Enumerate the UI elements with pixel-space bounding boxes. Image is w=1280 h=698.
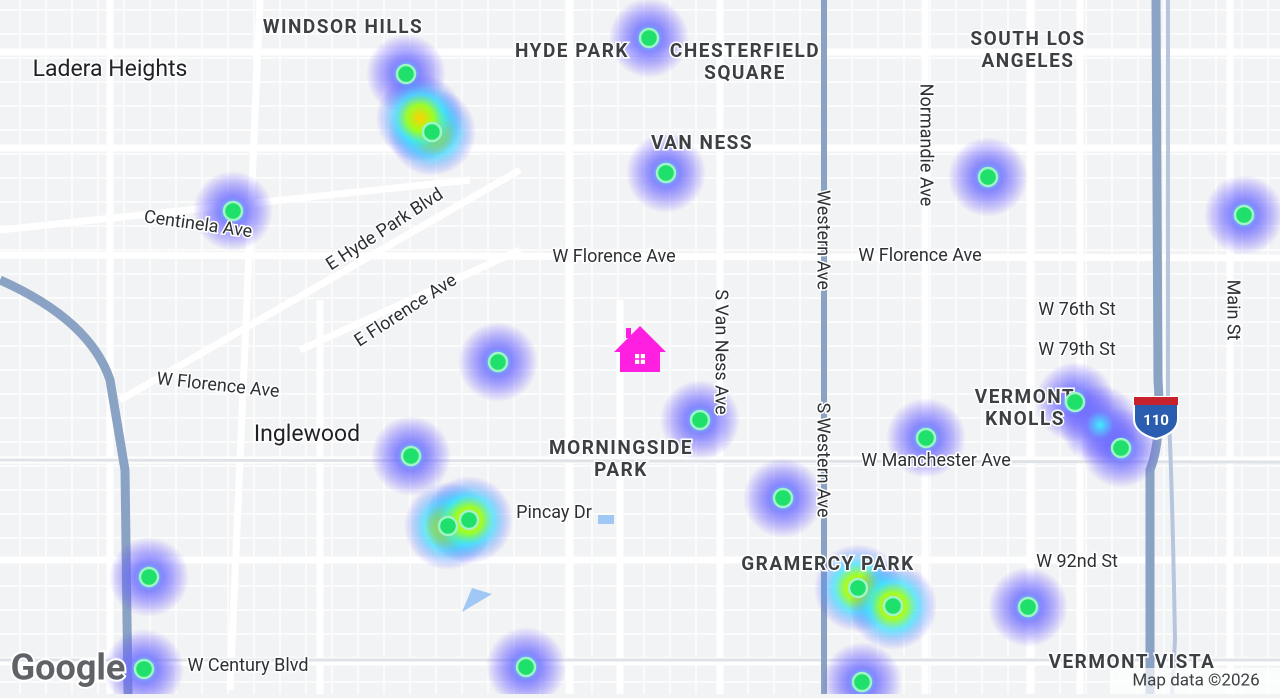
street-label: S Western Ave (812, 402, 833, 517)
place-label: KNOLLS (985, 407, 1065, 430)
attribution: Map data ©2026 (1132, 670, 1259, 690)
heat-blob (376, 74, 464, 162)
street-label: W 92nd St (1036, 551, 1118, 572)
location-marker (1110, 437, 1132, 459)
place-label: WINDSOR HILLS (263, 15, 423, 38)
location-marker (421, 121, 443, 143)
place-label: ANGELES (982, 49, 1075, 72)
place-label: Ladera Heights (33, 55, 188, 82)
home-icon[interactable] (614, 326, 666, 372)
location-marker (222, 200, 244, 222)
place-label: VAN NESS (651, 131, 753, 154)
place-label: CHESTERFIELD (670, 39, 820, 62)
street-label: W Florence Ave (552, 246, 675, 267)
place-label: SOUTH LOS (970, 27, 1085, 50)
location-marker (1017, 596, 1039, 618)
place-label: MORNINGSIDE (549, 436, 693, 459)
street-label: W Manchester Ave (861, 450, 1011, 471)
location-marker (847, 577, 869, 599)
location-marker (882, 595, 904, 617)
street-label: W Florence Ave (858, 245, 981, 266)
street-label: W Century Blvd (187, 655, 308, 676)
place-label: SQUARE (704, 61, 786, 84)
location-marker (689, 409, 711, 431)
place-label: PARK (594, 458, 648, 481)
heat-blob (822, 642, 902, 698)
place-label: VERMONT (975, 385, 1075, 408)
major-road (0, 251, 1280, 262)
street-label: S Van Ness Ave (710, 289, 731, 414)
shield-number: 110 (1143, 411, 1169, 429)
location-marker (395, 63, 417, 85)
location-marker (138, 566, 160, 588)
location-marker (1233, 204, 1255, 226)
logo: Google (11, 647, 126, 689)
attribution-bg (1110, 668, 1280, 694)
location-marker (487, 351, 509, 373)
street-label: E Florence Ave (351, 270, 461, 352)
street-label: Pincay Dr (516, 502, 592, 523)
markers (133, 27, 1255, 693)
street-label: Normandie Ave (915, 84, 936, 207)
major-road (298, 246, 522, 354)
freeway (0, 275, 133, 695)
location-marker (851, 671, 873, 693)
place-label: HYDE PARK (515, 39, 629, 62)
location-marker (1064, 391, 1086, 413)
location-marker (977, 166, 999, 188)
street-label: Western Ave (812, 190, 833, 290)
major-road (226, 0, 264, 691)
location-marker (915, 427, 937, 449)
street-label: Main St (1222, 280, 1243, 341)
location-marker (458, 509, 480, 531)
place-label: GRAMERCY PARK (741, 552, 915, 575)
street-label: W 79th St (1038, 339, 1116, 360)
street-label: W 76th St (1038, 299, 1116, 320)
place-label: Inglewood (254, 420, 360, 447)
water (598, 515, 614, 524)
location-marker (133, 658, 155, 680)
street-label: W Florence Ave (156, 368, 281, 402)
arterial (0, 458, 1280, 464)
location-marker (655, 162, 677, 184)
location-marker (638, 27, 660, 49)
highway-shield: 110 (1133, 396, 1179, 441)
water (462, 588, 492, 612)
location-marker (437, 515, 459, 537)
location-marker (400, 445, 422, 467)
location-marker (772, 487, 794, 509)
major-road (118, 166, 522, 404)
location-marker (515, 656, 537, 678)
